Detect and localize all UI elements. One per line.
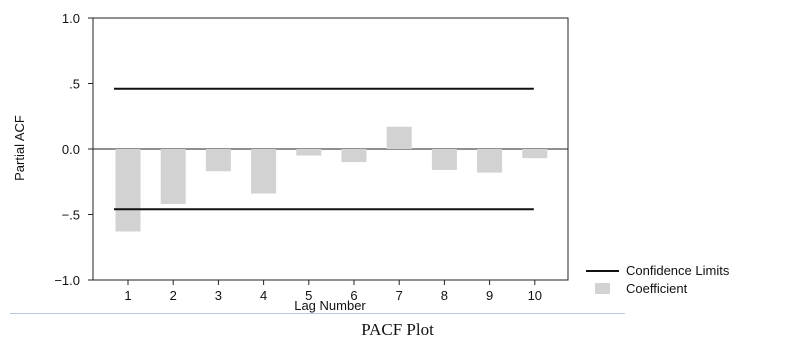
bar-lag-4 bbox=[251, 149, 277, 194]
x-tick-label: 8 bbox=[441, 288, 448, 303]
legend-confidence-label: Confidence Limits bbox=[626, 263, 730, 278]
x-tick-label: 2 bbox=[170, 288, 177, 303]
x-axis: 1 2 3 4 5 6 7 8 9 10 bbox=[124, 280, 542, 303]
bar-lag-6 bbox=[341, 149, 367, 163]
bar-lag-5 bbox=[296, 149, 322, 156]
y-tick-label: 1.0 bbox=[62, 11, 80, 26]
bar-lag-3 bbox=[205, 149, 231, 172]
separator-rule bbox=[10, 313, 625, 314]
x-tick-label: 6 bbox=[350, 288, 357, 303]
figure-caption: PACF Plot bbox=[361, 320, 434, 339]
y-tick-label: 0.0 bbox=[62, 142, 80, 157]
legend: Confidence Limits Coefficient bbox=[586, 263, 730, 296]
legend-coefficient-label: Coefficient bbox=[626, 281, 688, 296]
x-tick-label: 3 bbox=[215, 288, 222, 303]
x-tick-label: 5 bbox=[305, 288, 312, 303]
y-tick-label: .5 bbox=[69, 77, 80, 92]
y-tick-label: −.5 bbox=[62, 208, 80, 223]
x-tick-label: 7 bbox=[396, 288, 403, 303]
x-tick-label: 1 bbox=[124, 288, 131, 303]
bar-lag-10 bbox=[522, 149, 548, 159]
x-axis-title: Lag Number bbox=[294, 298, 366, 313]
bars-group bbox=[115, 126, 548, 232]
bar-lag-9 bbox=[477, 149, 503, 173]
legend-coefficient-swatch bbox=[595, 283, 610, 294]
x-tick-label: 10 bbox=[528, 288, 542, 303]
x-tick-label: 9 bbox=[486, 288, 493, 303]
bar-lag-2 bbox=[160, 149, 186, 205]
bar-lag-8 bbox=[431, 149, 457, 170]
bar-lag-1 bbox=[115, 149, 141, 232]
y-axis-title: Partial ACF bbox=[12, 115, 27, 181]
y-tick-label: −1.0 bbox=[54, 273, 80, 288]
bar-lag-7 bbox=[386, 126, 412, 149]
y-axis: −1.0 −.5 0.0 .5 1.0 bbox=[54, 11, 93, 288]
x-tick-label: 4 bbox=[260, 288, 267, 303]
